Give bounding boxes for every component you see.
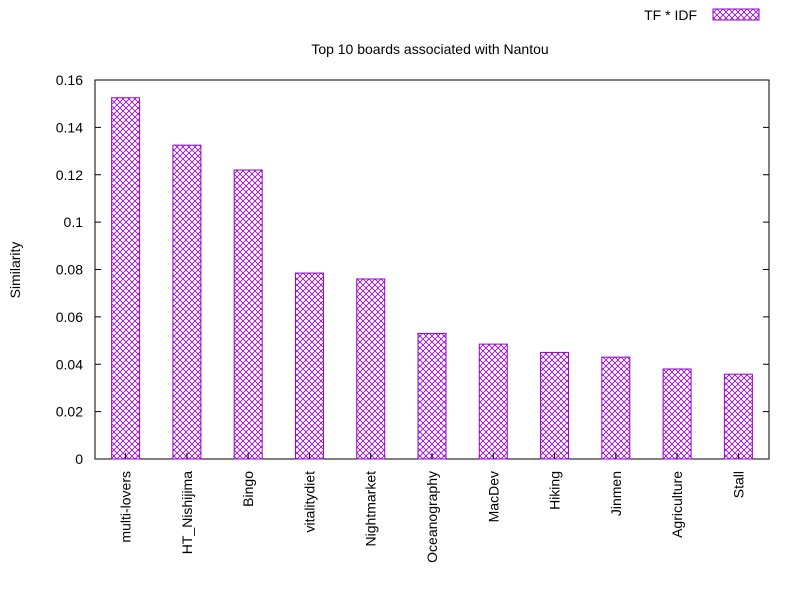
y-tick-label: 0.12 [56, 167, 83, 183]
legend-swatch [712, 8, 760, 21]
x-tick-label: multi-lovers [118, 471, 134, 543]
y-tick-label: 0.16 [56, 72, 83, 88]
bar-HT_Nishijima [172, 144, 202, 460]
y-axis: 0 0.02 0.04 0.06 0.08 0.1 0.12 0.14 0.16 [56, 72, 769, 467]
bar-Nightmarket [356, 278, 386, 460]
bar-Jinmen [601, 356, 631, 460]
bar-Bingo [233, 169, 263, 460]
y-tick-label: 0 [75, 451, 83, 467]
x-tick-label: MacDev [485, 471, 501, 522]
x-tick-label: vitalitydiet [301, 471, 317, 533]
y-axis-label: Similarity [7, 242, 23, 299]
x-tick-label: Stall [730, 471, 746, 498]
x-tick-label: Agriculture [669, 471, 685, 538]
bar-Hiking [540, 351, 570, 460]
x-tick-label: Hiking [547, 471, 563, 510]
x-tick-label: Nightmarket [363, 471, 379, 547]
bars [111, 97, 753, 460]
y-tick-label: 0.14 [56, 119, 83, 135]
y-tick-label: 0.08 [56, 262, 83, 278]
x-tick-label: Bingo [240, 471, 256, 507]
y-tick-label: 0.02 [56, 404, 83, 420]
x-axis: multi-lovers HT_Nishijima Bingo vitalitydie… [118, 453, 746, 563]
bar-Agriculture [662, 368, 692, 460]
legend: TF * IDF [644, 7, 760, 23]
legend-label: TF * IDF [644, 7, 697, 23]
bar-MacDev [478, 343, 508, 460]
bar-Oceanography [417, 332, 447, 460]
bar-Stall [723, 373, 753, 460]
bar-multi-lovers [111, 97, 141, 460]
x-tick-label: HT_Nishijima [179, 471, 195, 554]
y-tick-label: 0.1 [64, 214, 84, 230]
x-tick-label: Jinmen [608, 471, 624, 516]
x-tick-label: Oceanography [424, 471, 440, 563]
chart-title: Top 10 boards associated with Nantou [311, 41, 548, 57]
bar-vitalitydiet [294, 272, 324, 460]
y-tick-label: 0.04 [56, 356, 83, 372]
y-tick-label: 0.06 [56, 309, 83, 325]
